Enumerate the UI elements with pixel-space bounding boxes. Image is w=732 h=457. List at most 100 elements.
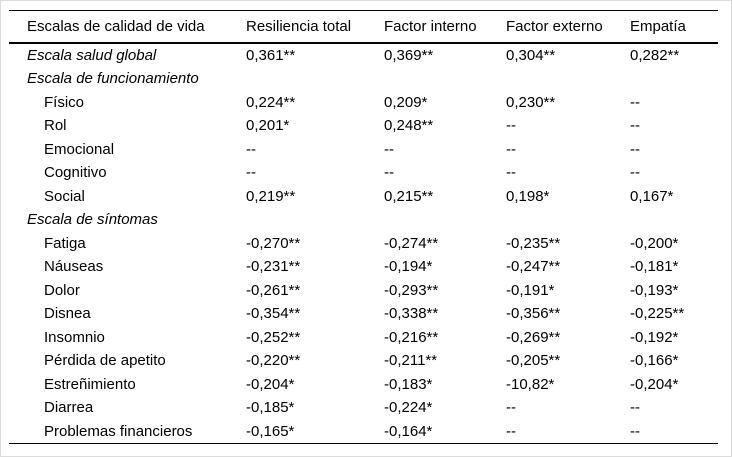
row-value [384,208,506,232]
row-value: -0,338** [384,305,439,322]
row-label: Fatiga [44,234,86,252]
row-value: -- [630,164,640,181]
row-value: 0,198* [506,187,550,205]
row-value: -- [506,164,516,181]
table-row: Pérdida de apetito -0,220** -0,211** -0,… [9,349,718,373]
row-value [630,208,718,232]
table-body: Escala salud global 0,361** 0,369** 0,30… [9,43,718,444]
column-header-factor-interno: Factor interno [384,17,477,35]
row-value: -- [246,164,256,181]
row-value: 0,282** [630,46,680,64]
row-value: 0,167* [630,187,674,205]
row-value: -- [506,140,516,158]
row-value: -- [506,117,516,134]
row-value: -0,356** [506,305,561,322]
table-row: Problemas financieros -0,165* -0,164* --… [9,420,718,444]
row-value: -0,166* [630,352,679,369]
row-value: -- [506,399,516,416]
row-value: 0,361** [246,46,296,64]
column-header-scales: Escalas de calidad de vida [27,17,205,35]
row-value [384,67,506,91]
row-value: -- [630,117,640,134]
row-value: -0,204* [630,375,679,393]
row-value: -0,185* [246,399,295,416]
row-value: -0,235** [506,234,561,252]
row-value: 0,201* [246,117,290,134]
row-value: 0,230** [506,93,556,111]
row-value: -- [630,140,640,158]
row-value: 0,369** [384,46,434,64]
column-header-resiliencia-total: Resiliencia total [246,17,352,35]
row-label: Dolor [44,281,80,299]
row-value: -0,354** [246,305,301,322]
row-value: -- [384,164,394,181]
row-value: -0,293** [384,281,439,299]
row-label: Social [44,187,85,205]
row-value: -0,211** [384,352,438,369]
row-value: -0,269** [506,328,561,346]
row-label: Escala salud global [27,46,157,64]
row-value: -0,252** [246,328,301,346]
table-row: Insomnio -0,252** -0,216** -0,269** -0,1… [9,326,718,350]
row-value: -0,231** [246,258,301,275]
row-value: -0,191* [506,281,555,299]
row-value: 0,209* [384,93,428,111]
row-label: Diarrea [44,399,94,416]
row-label: Disnea [44,305,91,322]
row-label: Náuseas [44,258,104,275]
row-value [506,208,630,232]
row-value: -0,200* [630,234,679,252]
row-label: Escala de síntomas [27,211,158,228]
column-header-factor-externo: Factor externo [506,17,603,35]
table-row: Escala salud global 0,361** 0,369** 0,30… [9,43,718,68]
correlation-table: Escalas de calidad de vida Resiliencia t… [9,10,718,444]
table-row: Diarrea -0,185* -0,224* -- -- [9,396,718,420]
row-value: -0,216** [384,328,439,346]
row-value: -0,224* [384,399,433,416]
row-label: Escala de funcionamiento [27,70,199,87]
row-value: -0,270** [246,234,301,252]
table-row: Cognitivo -- -- -- -- [9,161,718,185]
table-row: Escala de síntomas [9,208,718,232]
row-value [246,67,384,91]
table-row: Rol 0,201* 0,248** -- -- [9,114,718,138]
row-value: -- [630,93,640,111]
row-value: -0,164* [384,422,433,440]
row-value [246,208,384,232]
table-row: Emocional -- -- -- -- [9,138,718,162]
row-label: Insomnio [44,328,105,346]
row-value: -0,247** [506,258,561,275]
row-value: 0,219** [246,187,296,205]
row-value: -10,82* [506,375,555,393]
row-value: -0,193* [630,281,679,299]
row-value: -- [246,140,256,158]
table-row: Estreñimiento -0,204* -0,183* -10,82* -0… [9,373,718,397]
row-value [506,67,630,91]
row-value: -0,220** [246,352,301,369]
row-label: Físico [44,93,85,111]
row-value: -0,181* [630,258,679,275]
row-value: 0,248** [384,117,434,134]
row-value: -- [506,422,516,440]
row-value: -0,205** [506,352,561,369]
row-value: -- [384,140,394,158]
row-value: -0,165* [246,422,295,440]
row-label: Problemas financieros [44,422,193,440]
row-value: -0,204* [246,375,295,393]
row-value: -0,274** [384,234,439,252]
table-row: Dolor -0,261** -0,293** -0,191* -0,193* [9,279,718,303]
row-value: -0,194* [384,258,433,275]
row-label: Cognitivo [44,164,107,181]
row-value [630,67,718,91]
table-row: Físico 0,224** 0,209* 0,230** -- [9,91,718,115]
row-value: -- [630,422,640,440]
row-value: -- [630,399,640,416]
row-value: 0,215** [384,187,434,205]
row-value: -0,192* [630,328,679,346]
row-value: 0,224** [246,93,296,111]
table-row: Social 0,219** 0,215** 0,198* 0,167* [9,185,718,209]
table-header-row: Escalas de calidad de vida Resiliencia t… [9,10,718,43]
row-label: Emocional [44,140,115,158]
row-value: -0,183* [384,375,433,393]
